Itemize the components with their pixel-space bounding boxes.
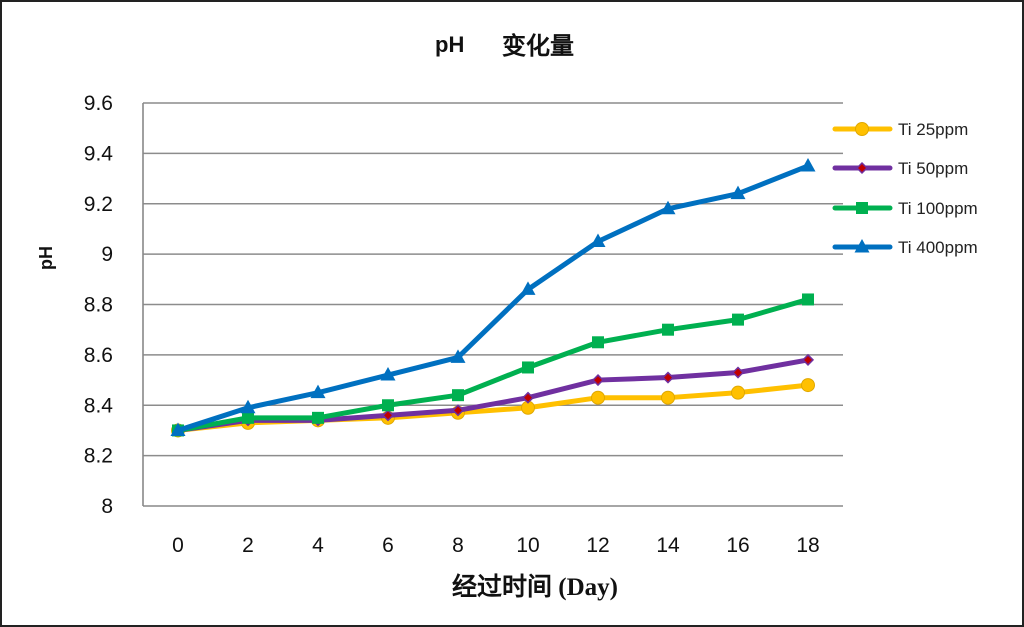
legend-item: Ti 50ppm bbox=[832, 159, 968, 178]
data-point bbox=[591, 390, 605, 405]
data-point bbox=[802, 293, 814, 306]
data-point bbox=[381, 409, 395, 422]
data-point bbox=[662, 323, 674, 336]
chart-title-prefix: pH bbox=[435, 32, 464, 57]
x-tick-label: 6 bbox=[382, 534, 394, 557]
legend: Ti 25ppm Ti 50ppm Ti 100ppm Ti 400ppm bbox=[832, 120, 978, 257]
series-4 bbox=[170, 157, 816, 436]
data-point bbox=[800, 157, 816, 172]
data-point bbox=[732, 313, 744, 326]
y-axis-label: pH bbox=[36, 246, 56, 270]
y-tick-label: 8.8 bbox=[84, 294, 113, 317]
data-point bbox=[730, 185, 746, 200]
y-tick-label: 8.4 bbox=[84, 394, 114, 417]
data-point bbox=[855, 161, 869, 175]
legend-label: Ti 50ppm bbox=[898, 159, 968, 178]
data-point bbox=[801, 353, 815, 366]
legend-item: Ti 400ppm bbox=[832, 238, 978, 257]
data-point bbox=[731, 366, 745, 379]
legend-item: Ti 25ppm bbox=[832, 120, 968, 139]
x-tick-label: 8 bbox=[452, 534, 464, 557]
series-line bbox=[175, 382, 811, 433]
series-line bbox=[175, 163, 811, 433]
x-axis-label: 经过时间 (Day) bbox=[452, 572, 618, 601]
x-tick-label: 2 bbox=[242, 534, 254, 557]
x-tick-label: 10 bbox=[516, 534, 539, 557]
data-point bbox=[310, 384, 326, 399]
x-tick-label: 12 bbox=[586, 534, 609, 557]
series-line bbox=[175, 357, 811, 433]
data-point bbox=[854, 239, 870, 253]
chart-title-suffix: 变化量 bbox=[502, 32, 574, 60]
y-tick-label: 9.2 bbox=[84, 193, 113, 216]
series-group bbox=[170, 157, 816, 438]
data-point bbox=[242, 411, 254, 424]
x-tick-label: 16 bbox=[726, 534, 749, 557]
legend-label: Ti 25ppm bbox=[898, 120, 968, 139]
data-point bbox=[801, 378, 815, 393]
y-tick-label: 8.2 bbox=[84, 445, 113, 468]
data-point bbox=[591, 374, 605, 387]
data-point bbox=[592, 336, 604, 349]
data-point bbox=[856, 202, 868, 214]
legend-item: Ti 100ppm bbox=[832, 199, 978, 218]
y-tick-label: 9 bbox=[101, 243, 113, 266]
x-axis-ticks: 0 2 4 6 8 10 12 14 16 18 bbox=[172, 534, 820, 557]
x-tick-label: 0 bbox=[172, 534, 184, 557]
data-point bbox=[520, 281, 536, 295]
data-point bbox=[170, 422, 186, 436]
legend-label: Ti 100ppm bbox=[898, 199, 978, 218]
data-point bbox=[590, 233, 606, 248]
y-tick-label: 8.6 bbox=[84, 344, 113, 367]
y-tick-label: 9.4 bbox=[84, 142, 114, 165]
data-point bbox=[450, 349, 466, 363]
y-tick-label: 9.6 bbox=[84, 92, 113, 115]
grid-lines bbox=[142, 102, 843, 507]
series-line bbox=[175, 296, 811, 433]
data-point bbox=[312, 411, 324, 424]
data-point bbox=[661, 371, 675, 384]
x-tick-label: 4 bbox=[312, 534, 324, 557]
data-point bbox=[382, 399, 394, 412]
data-point bbox=[240, 399, 256, 414]
y-tick-label: 8 bbox=[101, 495, 113, 518]
y-axis-ticks: 8 8.2 8.4 8.6 8.8 9 9.2 9.4 9.6 bbox=[84, 92, 114, 518]
data-point bbox=[521, 391, 535, 404]
data-point bbox=[855, 122, 869, 136]
series-1 bbox=[171, 378, 815, 438]
x-tick-label: 14 bbox=[656, 534, 680, 557]
x-tick-label: 18 bbox=[796, 534, 819, 557]
data-point bbox=[731, 385, 745, 400]
legend-label: Ti 400ppm bbox=[898, 238, 978, 257]
data-point bbox=[661, 390, 675, 405]
data-point bbox=[660, 200, 676, 215]
data-point bbox=[380, 367, 396, 381]
series-3 bbox=[172, 293, 814, 437]
data-point bbox=[522, 361, 534, 374]
data-point bbox=[452, 389, 464, 402]
data-point bbox=[451, 404, 465, 417]
